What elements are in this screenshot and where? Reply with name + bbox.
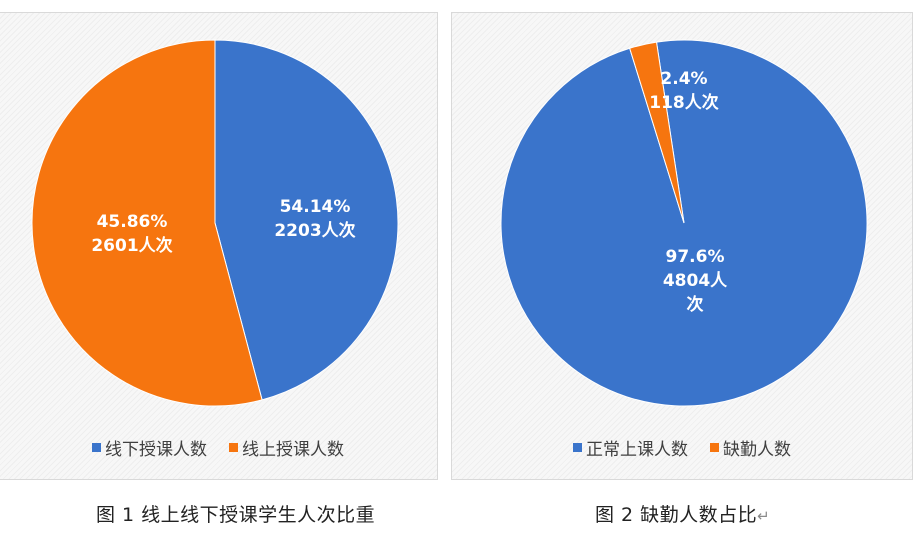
pie-slice-online bbox=[31, 39, 263, 407]
legend-swatch-orange bbox=[710, 443, 719, 452]
data-label-absent-1: 118人次 bbox=[649, 92, 719, 113]
legend-2: 正常上课人数 缺勤人数 bbox=[452, 435, 912, 460]
legend-swatch-orange bbox=[229, 443, 238, 452]
caption-text-2: 图 2 缺勤人数占比 bbox=[595, 504, 758, 526]
legend-swatch-blue bbox=[573, 443, 582, 452]
legend-item-normal: 正常上课人数 bbox=[573, 435, 688, 460]
pie-slice-offline bbox=[214, 39, 399, 401]
legend-1: 线下授课人数 线上授课人数 bbox=[0, 435, 437, 460]
caption-text-1: 图 1 线上线下授课学生人次比重 bbox=[96, 504, 376, 526]
legend-label-absent: 缺勤人数 bbox=[723, 440, 791, 460]
legend-label-normal: 正常上课人数 bbox=[586, 440, 688, 460]
pie-slice-absent bbox=[629, 41, 685, 224]
data-label-offline-1: 2203人次 bbox=[274, 220, 355, 241]
return-mark-icon: ↵ bbox=[757, 507, 771, 525]
data-label-normal-0: 97.6% bbox=[666, 247, 725, 267]
legend-item-online: 线上授课人数 bbox=[229, 435, 344, 460]
data-label-online-0: 45.86% bbox=[97, 212, 168, 232]
data-label-absent-0: 2.4% bbox=[660, 69, 707, 89]
chart-panel-1: 54.14% 2203人次 45.86% 2601人次 线下授课人数 线上授课人数 bbox=[0, 12, 438, 480]
figure-caption-2: 图 2 缺勤人数占比↵ bbox=[595, 500, 770, 527]
legend-swatch-blue bbox=[92, 443, 101, 452]
pie-chart-1: 54.14% 2203人次 45.86% 2601人次 bbox=[31, 39, 399, 407]
data-label-offline-0: 54.14% bbox=[280, 197, 351, 217]
legend-item-offline: 线下授课人数 bbox=[92, 435, 207, 460]
data-label-normal-1: 4804人 bbox=[663, 271, 728, 291]
legend-label-online: 线上授课人数 bbox=[242, 440, 344, 460]
data-label-online-1: 2601人次 bbox=[91, 235, 172, 256]
legend-label-offline: 线下授课人数 bbox=[105, 440, 207, 460]
chart-panel-2: 97.6% 4804人次 2.4% 118人次 正常上课人数 缺勤人数 bbox=[451, 12, 913, 480]
figure-caption-1: 图 1 线上线下授课学生人次比重 bbox=[96, 500, 375, 527]
legend-item-absent: 缺勤人数 bbox=[710, 435, 791, 460]
data-label-normal-2: 次 bbox=[687, 294, 704, 315]
